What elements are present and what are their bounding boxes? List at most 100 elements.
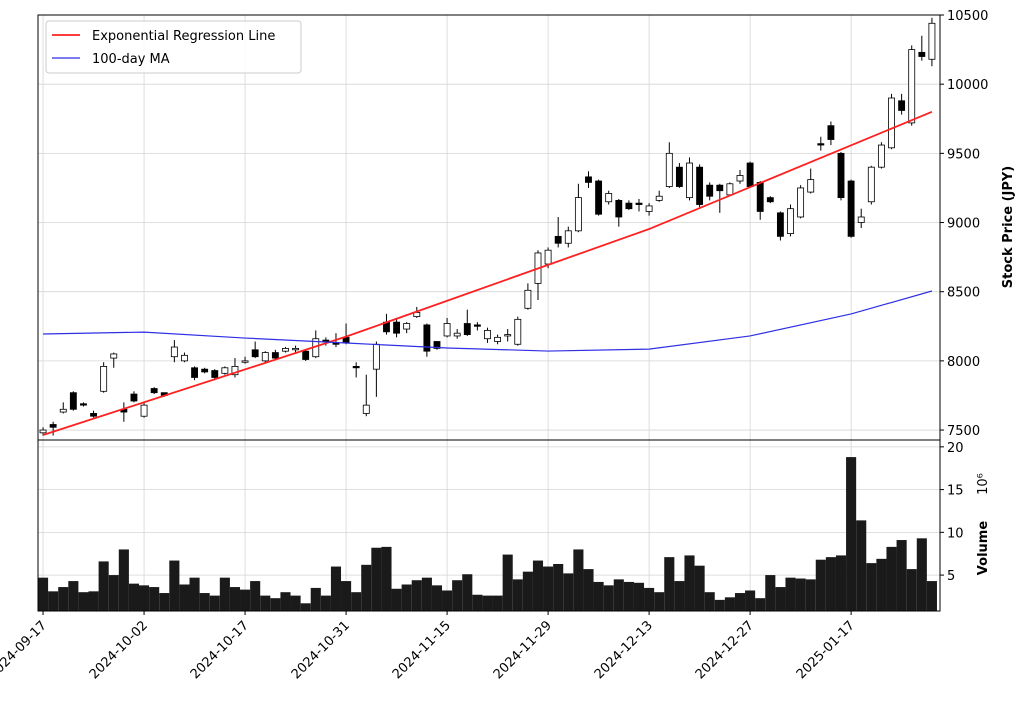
volume-bar [219,577,230,611]
volume-bar [199,593,210,611]
volume-bar [159,593,170,611]
volume-bar [139,585,150,611]
candle-body [736,175,744,182]
candle-body [484,330,491,340]
volume-bar [755,598,766,611]
candle-body [847,180,855,237]
candle-body [928,22,936,60]
candle-body [130,393,138,402]
volume-bar [654,592,665,611]
candle-body [918,51,926,57]
candle-body [69,392,77,410]
volume-bar [431,585,443,611]
volume-bar [270,598,281,611]
candle-body [908,49,916,124]
volume-bar [391,588,402,611]
volume-bar [341,581,352,611]
volume-bar [674,581,685,611]
candle-body [201,368,209,373]
volume-bar [68,581,79,611]
legend-label: Exponential Regression Line [92,29,275,44]
candle-body [231,365,239,376]
volume-bar [371,547,382,611]
volume-bar [330,566,342,611]
candle-body [191,367,198,378]
volume-bar [765,575,776,611]
candle-body [716,184,724,192]
volume-bar [633,582,645,611]
volume-bar [795,578,806,611]
volume-bar [229,587,241,611]
volume-bar [310,587,321,611]
candle-body [827,125,835,140]
legend [45,20,302,74]
candle-body [352,365,360,369]
volume-bar [240,589,251,611]
candle-body [423,324,431,352]
volume-bar [58,587,69,611]
candle-body [473,324,481,327]
candle-body [110,353,118,359]
volume-bar [775,587,786,611]
volume-bar [361,564,372,611]
volume-bar [603,585,614,611]
volume-bar [320,595,331,611]
candle-body [463,323,471,335]
candle-body [867,166,875,203]
y-tick-label: 9000 [947,217,980,232]
volume-bar [664,557,675,611]
candle-body [585,176,592,183]
volume-bar [452,580,463,611]
candle-body [150,388,158,394]
candle-body [403,323,411,330]
candle-body [292,348,300,351]
candle-body [726,183,734,196]
y-tick-label: 20 [947,441,964,456]
candle-body [655,195,663,201]
volume-bar [482,595,493,611]
volume-bar [179,584,190,611]
volume-bar [835,555,847,611]
candle-body [837,152,845,199]
volume-bar [280,592,291,611]
candle-body [181,354,188,362]
volume-bar [401,584,412,611]
candle-body [756,181,764,212]
candle-body [524,289,532,309]
candle-body [433,341,441,349]
volume-bar [724,597,735,611]
legend-label: 100-day MA [92,52,170,67]
candle-body [706,184,714,197]
volume-bar [734,593,746,611]
volume-bar [644,587,655,611]
volume-bar [492,595,503,611]
candle-body [595,180,603,215]
volume-bar [856,520,867,611]
volume-bar [846,457,857,611]
candle-body [221,367,229,374]
volume-bar [108,575,119,611]
y-tick-label: 15 [947,484,964,499]
candle-body [787,208,794,234]
y-tick-label: 10 [947,526,964,541]
volume-bar [260,595,271,611]
volume-bar [98,561,109,611]
candle-body [898,100,906,111]
candle-body [393,321,401,334]
candle-body [100,365,108,392]
candle-body [362,404,370,414]
volume-bar [916,538,927,611]
volume-bar [411,580,422,611]
candle-body [261,352,269,362]
volume-bar [48,591,59,611]
volume-bar [169,560,180,611]
candle-body [675,166,683,187]
volume-bar [502,554,513,611]
volume-bar [543,566,554,611]
volume-bar [209,595,220,611]
candle-body [271,352,279,359]
volume-bar [512,579,523,611]
candle-body [302,350,310,360]
y-axis-offset: 10⁶ [976,473,991,495]
